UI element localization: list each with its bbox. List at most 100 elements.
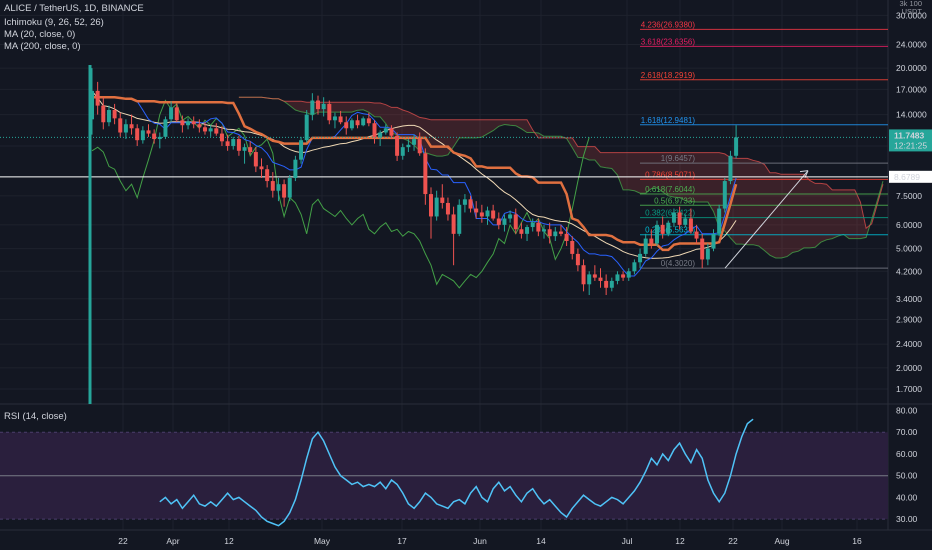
price-tick-label: 20.0000 bbox=[896, 63, 927, 73]
price-tick-label: 6.0000 bbox=[896, 220, 922, 230]
candle-body bbox=[287, 178, 292, 198]
fib-level-label: 0.382(6.3422) bbox=[645, 209, 695, 218]
candle-body bbox=[259, 166, 264, 170]
candle-body bbox=[502, 218, 507, 225]
candle-body bbox=[604, 280, 609, 288]
symbol-legend[interactable]: ALICE / TetherUS, 1D, BINANCE bbox=[4, 3, 144, 14]
candle-body bbox=[508, 214, 513, 219]
candle-body bbox=[169, 107, 174, 120]
candle-body bbox=[349, 120, 354, 129]
candle-body bbox=[440, 197, 445, 203]
fib-level-label: 0.786(8.5071) bbox=[645, 170, 695, 179]
time-tick-label: 12 bbox=[675, 536, 685, 546]
candle-body bbox=[626, 271, 631, 278]
candle-body bbox=[666, 222, 671, 234]
candle-body bbox=[225, 141, 230, 146]
current-price-label: 11.7483 bbox=[894, 130, 925, 140]
price-tick-label: 14.0000 bbox=[896, 110, 927, 120]
candle-body bbox=[316, 100, 320, 110]
candle-body bbox=[609, 280, 614, 288]
rsi-pane bbox=[0, 418, 888, 527]
candle-body bbox=[355, 120, 360, 126]
candle-body bbox=[496, 218, 501, 225]
candle-body bbox=[372, 123, 377, 137]
candle-body bbox=[491, 210, 496, 219]
candle-body bbox=[219, 133, 224, 142]
candle-body bbox=[434, 197, 439, 217]
time-tick-label: Apr bbox=[166, 536, 179, 546]
candle-body bbox=[643, 238, 648, 254]
candle-body bbox=[660, 224, 665, 234]
fib-level-label: 3.618(23.6356) bbox=[641, 37, 696, 46]
price-unit: 3k 100 USDT bbox=[899, 0, 922, 16]
price-tick-label: 3.4000 bbox=[896, 294, 922, 304]
candle-body bbox=[276, 184, 281, 191]
candle-body bbox=[344, 122, 349, 129]
ma200-legend[interactable]: MA (200, close, 0) bbox=[4, 41, 81, 52]
time-tick-label: Jul bbox=[622, 536, 633, 546]
price-tick-label: 1.7000 bbox=[896, 384, 922, 394]
ma20-legend[interactable]: MA (20, close, 0) bbox=[4, 29, 76, 40]
candle-body bbox=[615, 274, 620, 281]
candle-body bbox=[649, 238, 654, 244]
trend-arrow bbox=[724, 170, 809, 269]
candle-body bbox=[180, 120, 185, 126]
price-tick-label: 7.5000 bbox=[896, 191, 922, 201]
candle-body bbox=[383, 128, 388, 133]
candle-body bbox=[688, 218, 693, 232]
rsi-legend[interactable]: RSI (14, close) bbox=[4, 411, 67, 422]
candle-body bbox=[157, 136, 162, 140]
rsi-tick-label: 50.00 bbox=[896, 471, 918, 481]
candle-body bbox=[468, 199, 473, 209]
candle-body bbox=[412, 139, 417, 145]
candle-body bbox=[214, 128, 219, 134]
candle-body bbox=[123, 124, 128, 133]
candle-body bbox=[293, 159, 298, 179]
rsi-tick-label: 70.00 bbox=[896, 427, 918, 437]
price-tick-label: 5.0000 bbox=[896, 244, 922, 254]
rsi-line bbox=[159, 418, 754, 527]
candle-body bbox=[140, 130, 145, 141]
time-tick-label: May bbox=[314, 536, 331, 546]
candle-body bbox=[332, 116, 337, 121]
candle-body bbox=[705, 248, 710, 260]
candle-body bbox=[327, 103, 332, 121]
candle-body bbox=[236, 139, 241, 151]
price-tick-label: 4.2000 bbox=[896, 266, 922, 276]
candle-body bbox=[587, 274, 592, 285]
candle-body bbox=[525, 227, 530, 234]
time-tick-label: 16 bbox=[852, 536, 862, 546]
candle-body bbox=[106, 110, 111, 123]
candle-body bbox=[186, 121, 191, 126]
rsi-axis: 80.00 70.00 60.00 50.00 40.00 30.00 bbox=[896, 406, 918, 525]
candle-body bbox=[389, 128, 394, 136]
time-tick-label: 17 bbox=[397, 536, 407, 546]
candle-body bbox=[429, 194, 433, 217]
candle-body bbox=[95, 90, 100, 106]
candle-body bbox=[208, 128, 213, 132]
rsi-tick-label: 60.00 bbox=[896, 449, 918, 459]
candle-body bbox=[592, 274, 597, 278]
candle-body bbox=[632, 262, 637, 272]
candle-body bbox=[711, 233, 716, 249]
candle-body bbox=[174, 107, 179, 121]
candle-body bbox=[366, 118, 371, 124]
candle-body bbox=[146, 130, 151, 134]
candle-body bbox=[575, 253, 580, 266]
fib-level-label: 0.618(7.6044) bbox=[645, 185, 695, 194]
fib-level-label: 2.618(18.2919) bbox=[641, 71, 696, 80]
candle-body bbox=[90, 90, 94, 120]
candle-body bbox=[310, 100, 315, 115]
candle-body bbox=[282, 184, 287, 198]
candle-body bbox=[564, 233, 569, 241]
candle-body bbox=[321, 103, 326, 110]
current-price-badge bbox=[889, 129, 932, 152]
candle-body bbox=[677, 212, 682, 225]
fib-level-label: 0.5(6.9733) bbox=[654, 196, 695, 205]
ichimoku-legend[interactable]: Ichimoku (9, 26, 52, 26) bbox=[4, 17, 104, 28]
rsi-tick-label: 30.00 bbox=[896, 514, 918, 524]
candle-body bbox=[253, 152, 258, 167]
candle-body bbox=[338, 116, 343, 123]
time-axis: 22 Apr 12 May 17 Jun 14 Jul 12 22 Aug 16 bbox=[0, 529, 932, 546]
